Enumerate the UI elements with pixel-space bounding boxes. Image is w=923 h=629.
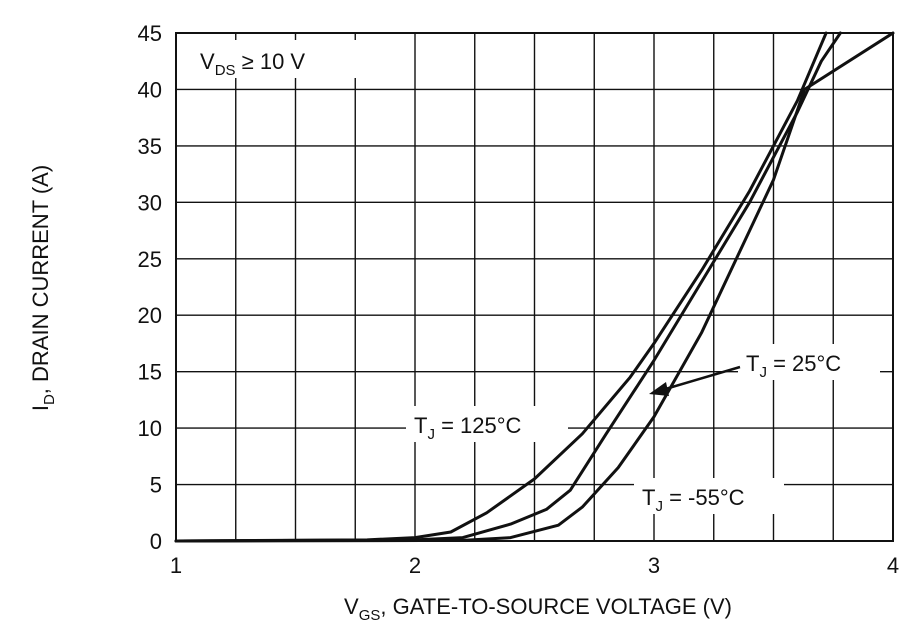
grid <box>176 33 893 541</box>
y-tick-label: 20 <box>138 303 162 328</box>
series-label-25c: TJ = 25°C <box>746 351 841 381</box>
y-tick-label: 45 <box>138 21 162 46</box>
y-tick-labels: 0 5 10 15 20 25 30 35 40 45 <box>138 21 162 554</box>
arrow-head-25c <box>649 382 669 396</box>
label-125-bg <box>406 406 568 442</box>
y-tick-label: 15 <box>138 360 162 385</box>
curve-tj-125c <box>174 31 828 543</box>
x-axis-title: VGS, GATE-TO-SOURCE VOLTAGE (V) <box>344 594 732 624</box>
condition-label: VDS ≥ 10 V <box>200 49 305 79</box>
curve-tj-minus55c <box>174 31 895 543</box>
label-25-bg <box>738 344 880 380</box>
x-tick-label: 2 <box>409 553 421 578</box>
y-tick-label: 35 <box>138 134 162 159</box>
y-tick-label: 10 <box>138 416 162 441</box>
y-tick-label: 30 <box>138 190 162 215</box>
curves <box>174 31 895 543</box>
x-tick-labels: 1 2 3 4 <box>170 553 899 578</box>
y-axis-title: ID, DRAIN CURRENT (A) <box>28 165 58 411</box>
x-tick-label: 1 <box>170 553 182 578</box>
series-label-minus55c: TJ = -55°C <box>642 485 745 515</box>
y-tick-label: 5 <box>150 473 162 498</box>
label-55-bg <box>634 478 784 514</box>
arrow-line-25c <box>661 365 741 392</box>
series-label-125c: TJ = 125°C <box>414 413 522 443</box>
condition-label-bg <box>188 40 360 78</box>
plot-frame <box>175 32 894 542</box>
y-tick-label: 0 <box>150 529 162 554</box>
x-tick-label: 4 <box>887 553 899 578</box>
y-tick-label: 40 <box>138 77 162 102</box>
x-tick-label: 3 <box>648 553 660 578</box>
y-tick-label: 25 <box>138 247 162 272</box>
curve-tj-25c <box>174 31 842 543</box>
